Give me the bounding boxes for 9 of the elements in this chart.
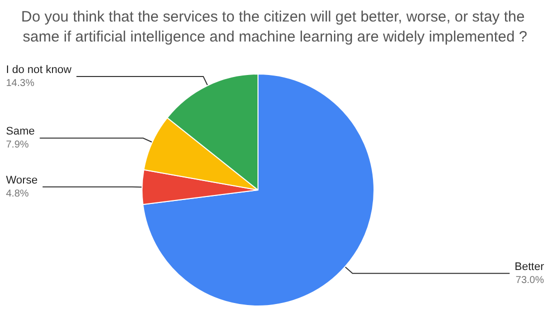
data-label: 7.9%	[6, 140, 29, 151]
data-label: 4.8%	[6, 188, 29, 200]
data-label: 73.0%	[516, 274, 544, 286]
slice-label: Worse	[6, 174, 38, 186]
data-label: 14.3%	[6, 78, 34, 90]
slice-label: Better	[514, 260, 544, 273]
chart-title: Do you think that the services to the citizen will get better, worse, or stay the same if artificial intelligence and machine learning are widely implemented ?	[21, 8, 529, 46]
slice-label: I do not know	[6, 64, 72, 76]
slice-label: Same	[6, 126, 35, 138]
